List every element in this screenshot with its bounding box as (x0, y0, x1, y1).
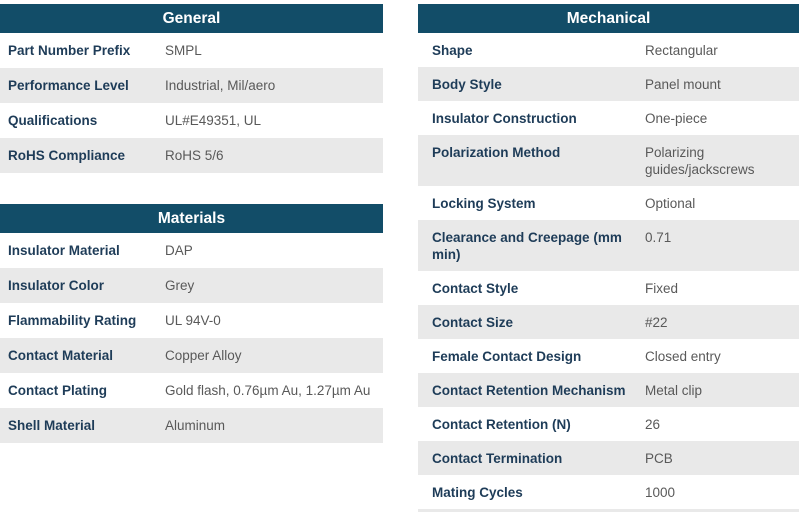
spec-label: Contact Retention Mechanism (432, 382, 626, 398)
spec-value: UL#E49351, UL (165, 113, 262, 128)
spec-label: Contact Retention (N) (432, 416, 571, 432)
spec-row: Performance Level Industrial, Mil/aero (0, 68, 383, 103)
general-table-rows: Part Number Prefix SMPL Performance Level I… (0, 33, 383, 173)
spec-value: Aluminum (165, 418, 226, 433)
spec-row: Female Contact Design Closed entry (418, 339, 799, 373)
spec-label: RoHS Compliance (8, 148, 126, 163)
spec-row: Contact Material Copper Alloy (0, 338, 383, 373)
spec-value: Industrial, Mil/aero (165, 78, 276, 93)
spec-row: Insulator Construction One-piece (418, 101, 799, 135)
spec-row: Contact Size #22 (418, 305, 799, 339)
spec-value: PCB (645, 450, 673, 466)
spec-row: Flammability Rating UL 94V-0 (0, 303, 383, 338)
spec-value: Panel mount (645, 76, 721, 92)
spec-value: One-piece (645, 110, 708, 126)
spec-value: 26 (645, 416, 661, 432)
spec-value: 0.71 (645, 229, 672, 245)
materials-table-rows: Insulator Material DAP Insulator Color Grey… (0, 233, 383, 443)
spec-row: Shell Material Aluminum (0, 408, 383, 443)
spec-row: Part Number Prefix SMPL (0, 33, 383, 68)
spec-label: Mating Cycles (432, 484, 523, 500)
cut-off-next-row (418, 509, 799, 512)
spec-row: Contact Style Fixed (418, 271, 799, 305)
spec-value: #22 (645, 314, 668, 330)
mechanical-table-header: Mechanical (418, 4, 799, 33)
spec-value: Optional (645, 195, 696, 211)
spec-row: Mating Cycles 1000 (418, 475, 799, 509)
spec-row: Contact Plating Gold flash, 0.76µm Au, 1.… (0, 373, 383, 408)
spec-label: Body Style (432, 76, 502, 92)
spec-label: Contact Termination (432, 450, 563, 466)
materials-table-header: Materials (0, 204, 383, 233)
spec-label: Polarization Method (432, 144, 561, 160)
spec-label: Contact Size (432, 314, 514, 330)
left-column: General Part Number Prefix SMPL Performanc… (0, 4, 383, 443)
spec-value: Closed entry (645, 348, 721, 364)
spec-label: Clearance and Creepage (mm min) (432, 229, 622, 262)
spec-label: Female Contact Design (432, 348, 582, 364)
right-column: Mechanical Shape Rectangular Body Style Pan… (418, 4, 799, 512)
spec-row: Body Style Panel mount (418, 67, 799, 101)
spec-value: Polarizing guides/jackscrews (645, 144, 755, 177)
spec-value: Metal clip (645, 382, 703, 398)
spec-label: Insulator Color (8, 278, 105, 293)
spec-row: Shape Rectangular (418, 33, 799, 67)
spec-row: Contact Retention Mechanism Metal clip (418, 373, 799, 407)
spec-value: Copper Alloy (165, 348, 242, 363)
spec-row: Contact Retention (N) 26 (418, 407, 799, 441)
spec-label: Shell Material (8, 418, 96, 433)
spec-label: Contact Material (8, 348, 114, 363)
spec-row: Insulator Material DAP (0, 233, 383, 268)
spec-row: Contact Termination PCB (418, 441, 799, 475)
general-table: General Part Number Prefix SMPL Performanc… (0, 4, 383, 173)
spec-value: Fixed (645, 280, 679, 296)
spec-value: Grey (165, 278, 195, 293)
spec-value: DAP (165, 243, 193, 258)
mechanical-table-rows: Shape Rectangular Body Style Panel mount Ins… (418, 33, 799, 509)
spec-label: Part Number Prefix (8, 43, 131, 58)
spec-value: Gold flash, 0.76µm Au, 1.27µm Au (165, 383, 371, 398)
spec-row: Insulator Color Grey (0, 268, 383, 303)
spec-row: RoHS Compliance RoHS 5/6 (0, 138, 383, 173)
spec-label: Contact Plating (8, 383, 108, 398)
mechanical-table: Mechanical Shape Rectangular Body Style Pan… (418, 4, 799, 512)
general-table-header: General (0, 4, 383, 33)
spec-row: Polarization Method Polarizing guides/jac… (418, 135, 799, 186)
spec-value: UL 94V-0 (165, 313, 221, 328)
spec-row: Clearance and Creepage (mm min) 0.71 (418, 220, 799, 271)
spec-value: Rectangular (645, 42, 718, 58)
spec-row: Locking System Optional (418, 186, 799, 220)
spec-label: Qualifications (8, 113, 98, 128)
spec-label: Flammability Rating (8, 313, 137, 328)
spec-label: Contact Style (432, 280, 519, 296)
materials-table: Materials Insulator Material DAP Insulator… (0, 204, 383, 443)
spec-value: SMPL (165, 43, 202, 58)
spec-value: RoHS 5/6 (165, 148, 224, 163)
spec-value: 1000 (645, 484, 676, 500)
spec-label: Performance Level (8, 78, 129, 93)
spec-label: Insulator Construction (432, 110, 577, 126)
spec-row: Qualifications UL#E49351, UL (0, 103, 383, 138)
spec-label: Locking System (432, 195, 536, 211)
spec-label: Insulator Material (8, 243, 120, 258)
spec-label: Shape (432, 42, 473, 58)
